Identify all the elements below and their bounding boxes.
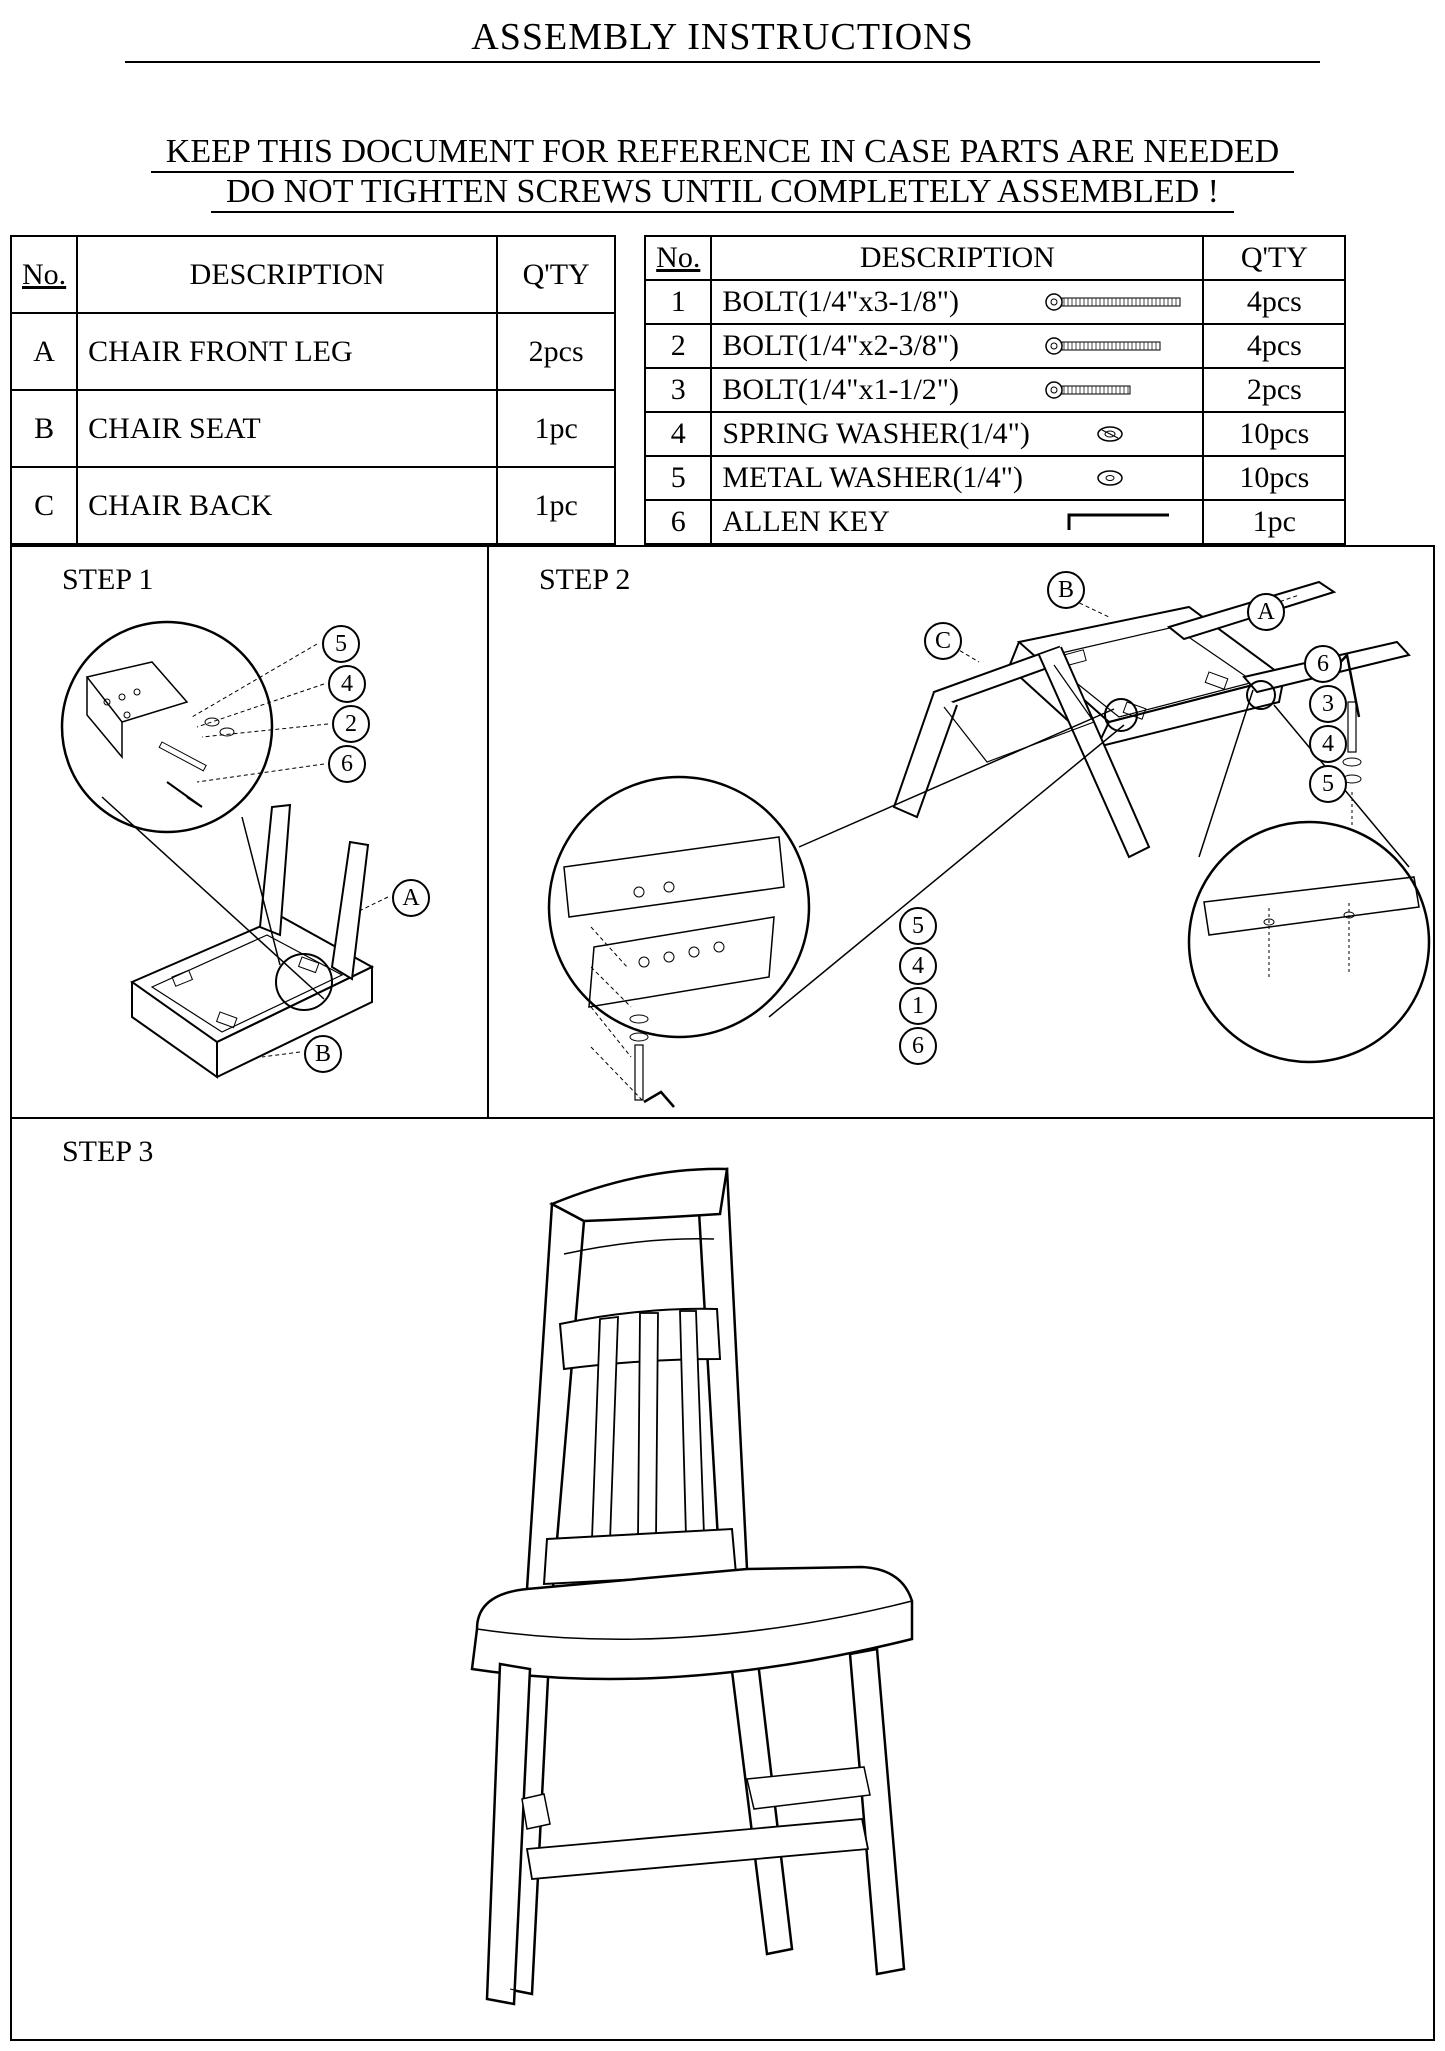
part-no: 6 [645,500,711,544]
callout-3: 3 [1309,685,1347,723]
callout-B: B [1047,571,1085,609]
part-desc: CHAIR FRONT LEG [77,313,497,390]
page-title: ASSEMBLY INSTRUCTIONS [125,15,1320,63]
callout-A: A [392,879,430,917]
part-desc: METAL WASHER(1/4") [722,461,1023,494]
part-no: 3 [645,368,711,412]
part-qty: 4pcs [1203,280,1345,324]
steps-container: STEP 1 [10,545,1435,2041]
step-3-panel: STEP 3 [12,1119,1433,2039]
part-qty: 1pc [1203,500,1345,544]
part-no: A [11,313,77,390]
table-row: 2 BOLT(1/4"x2-3/8") 4pcs [645,324,1345,368]
part-qty: 4pcs [1203,324,1345,368]
table-row: 6 ALLEN KEY 1pc [645,500,1345,544]
part-no: C [11,467,77,544]
callout-4: 4 [1309,725,1347,763]
table-row: A CHAIR FRONT LEG 2pcs [11,313,615,390]
tables-row: No. DESCRIPTION Q'TY A CHAIR FRONT LEG 2… [10,235,1435,545]
components-table: No. DESCRIPTION Q'TY A CHAIR FRONT LEG 2… [10,235,616,545]
header-qty: Q'TY [497,236,615,313]
part-no: B [11,390,77,467]
table-row: B CHAIR SEAT 1pc [11,390,615,467]
part-no: 2 [645,324,711,368]
part-qty: 2pcs [497,313,615,390]
table-row: 4 SPRING WASHER(1/4") 10pcs [645,412,1345,456]
part-desc: CHAIR SEAT [77,390,497,467]
part-no: 4 [645,412,711,456]
step-3-diagram [12,1119,1443,2039]
callout-5: 5 [322,625,360,663]
callout-4: 4 [328,665,366,703]
table-row: 5 METAL WASHER(1/4") 10pcs [645,456,1345,500]
part-qty: 1pc [497,467,615,544]
part-desc: BOLT(1/4"x1-1/2") [722,373,959,406]
part-desc: CHAIR BACK [77,467,497,544]
part-qty: 10pcs [1203,456,1345,500]
part-desc: BOLT(1/4"x3-1/8") [722,285,959,318]
header-no: No. [22,258,66,291]
step-1-panel: STEP 1 [12,547,489,1117]
part-desc: ALLEN KEY [722,505,889,538]
part-desc: BOLT(1/4"x2-3/8") [722,329,959,362]
callout-4: 4 [899,947,937,985]
header-description: DESCRIPTION [711,236,1203,280]
header-qty: Q'TY [1203,236,1345,280]
page: ASSEMBLY INSTRUCTIONS KEEP THIS DOCUMENT… [0,0,1445,2051]
metal-washer-icon [1096,468,1124,488]
part-desc: SPRING WASHER(1/4") [722,417,1030,450]
title-block: ASSEMBLY INSTRUCTIONS [125,15,1320,63]
callout-5: 5 [899,907,937,945]
callout-6: 6 [899,1027,937,1065]
allen-key-icon [1064,510,1174,534]
step-2-diagram [489,547,1444,1117]
table-header-row: No. DESCRIPTION Q'TY [645,236,1345,280]
step-1-diagram [12,547,487,1117]
callout-C: C [924,622,962,660]
header-no: No. [656,241,700,274]
bolt-short-icon [1044,380,1134,400]
callout-1: 1 [899,987,937,1025]
table-row: C CHAIR BACK 1pc [11,467,615,544]
callout-6: 6 [1304,645,1342,683]
step-3-label: STEP 3 [62,1135,153,1169]
subtitle-block: KEEP THIS DOCUMENT FOR REFERENCE IN CASE… [125,133,1320,213]
part-qty: 10pcs [1203,412,1345,456]
callout-A: A [1247,593,1285,631]
table-row: 3 BOLT(1/4"x1-1/2") 2pcs [645,368,1345,412]
bolt-long-icon [1044,292,1184,312]
part-no: 5 [645,456,711,500]
spring-washer-icon [1096,424,1124,444]
step-2-panel: STEP 2 [489,547,1433,1117]
callout-2: 2 [332,705,370,743]
callout-5: 5 [1309,765,1347,803]
callout-6: 6 [328,745,366,783]
hardware-table: No. DESCRIPTION Q'TY 1 BOLT(1/4"x3-1/8")… [644,235,1346,545]
part-no: 1 [645,280,711,324]
part-qty: 2pcs [1203,368,1345,412]
steps-top-row: STEP 1 [12,547,1433,1119]
callout-B: B [304,1035,342,1073]
header-description: DESCRIPTION [77,236,497,313]
part-qty: 1pc [497,390,615,467]
bolt-med-icon [1044,336,1164,356]
subtitle-line-1: KEEP THIS DOCUMENT FOR REFERENCE IN CASE… [151,133,1294,173]
table-row: 1 BOLT(1/4"x3-1/8") 4pcs [645,280,1345,324]
subtitle-line-2: DO NOT TIGHTEN SCREWS UNTIL COMPLETELY A… [211,173,1234,213]
table-header-row: No. DESCRIPTION Q'TY [11,236,615,313]
